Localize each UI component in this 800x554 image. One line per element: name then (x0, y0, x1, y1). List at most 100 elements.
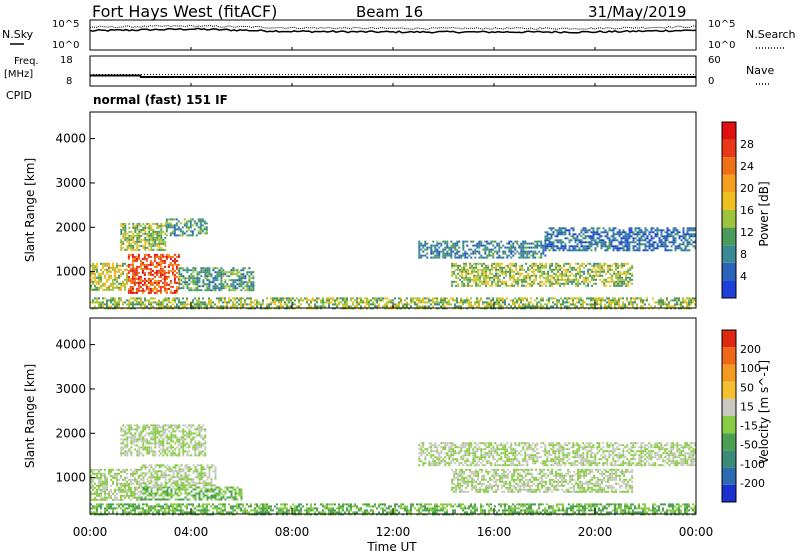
heatmap-cell (214, 498, 217, 501)
heatmap-cell (144, 468, 147, 471)
heatmap-cell (603, 284, 606, 287)
heatmap-cell (682, 249, 685, 252)
heatmap-cell (145, 267, 148, 270)
heatmap-cell (601, 264, 604, 267)
heatmap-cell (120, 482, 122, 485)
heatmap-cell (531, 280, 534, 283)
heatmap-cell (116, 511, 118, 514)
heatmap-cell (131, 261, 134, 264)
heatmap-cell (142, 492, 145, 495)
heatmap-cell (542, 297, 544, 300)
heatmap-cell (495, 274, 498, 277)
heatmap-cell (168, 468, 171, 471)
heatmap-cell (173, 261, 176, 264)
heatmap-cell (444, 301, 446, 304)
heatmap-cell (466, 297, 468, 300)
heatmap-cell (132, 301, 134, 304)
heatmap-cell (487, 274, 490, 277)
heatmap-cell (558, 247, 561, 250)
heatmap-cell (102, 297, 104, 300)
heatmap-cell (270, 303, 272, 306)
heatmap-cell (621, 282, 624, 285)
heatmap-cell (571, 282, 574, 285)
heatmap-cell (560, 227, 563, 230)
heatmap-cell (462, 240, 465, 243)
heatmap-cell (544, 303, 546, 306)
heatmap-cell (511, 262, 514, 265)
heatmap-cell (174, 297, 176, 300)
heatmap-cell (94, 472, 96, 475)
heatmap-cell (208, 470, 211, 473)
heatmap-cell (512, 301, 514, 304)
heatmap-cell (497, 276, 500, 279)
heatmap-cell (176, 492, 179, 495)
heatmap-cell (150, 224, 153, 227)
heatmap-cell (374, 297, 376, 300)
heatmap-cell (487, 264, 490, 267)
heatmap-cell (566, 297, 568, 300)
heatmap-cell (196, 468, 199, 471)
heatmap-cell (180, 474, 183, 477)
heatmap-cell (430, 303, 432, 306)
heatmap-cell (505, 264, 508, 267)
heatmap-cell (218, 269, 221, 272)
heatmap-cell (190, 486, 193, 489)
heatmap-cell (672, 241, 675, 244)
heatmap-cell (542, 252, 545, 255)
heatmap-cell (244, 267, 247, 270)
heatmap-cell (166, 305, 168, 308)
heatmap-cell (114, 274, 116, 277)
heatmap-cell (624, 231, 627, 234)
heatmap-cell (164, 297, 166, 300)
heatmap-cell (618, 247, 621, 250)
heatmap-cell (124, 511, 126, 514)
heatmap-cell (471, 270, 474, 273)
heatmap-cell (134, 230, 137, 233)
heatmap-cell (212, 496, 215, 499)
heatmap-cell (180, 273, 183, 276)
heatmap-cell (218, 492, 221, 495)
heatmap-cell (496, 256, 499, 259)
heatmap-cell (122, 236, 125, 239)
heatmap-cell (539, 264, 542, 267)
heatmap-cell (132, 222, 135, 225)
heatmap-cell (688, 303, 690, 306)
heatmap-cell (118, 503, 120, 506)
heatmap-cell (571, 268, 574, 271)
heatmap-cell (451, 272, 454, 275)
heatmap-cell (459, 278, 462, 281)
heatmap-cell (330, 301, 332, 304)
heatmap-cell (138, 507, 140, 510)
heatmap-cell (621, 278, 624, 281)
heatmap-cell (228, 297, 230, 300)
heatmap-cell (216, 507, 218, 510)
heatmap-cell (173, 291, 176, 294)
heatmap-cell (624, 305, 626, 308)
heatmap-cell (138, 224, 141, 227)
heatmap-cell (206, 498, 209, 501)
heatmap-cell (450, 244, 453, 247)
heatmap-cell (132, 470, 134, 473)
heatmap-cell (138, 484, 140, 487)
heatmap-cell (178, 466, 181, 469)
heatmap-cell (148, 505, 150, 508)
heatmap-cell (561, 282, 564, 285)
heatmap-cell (234, 299, 236, 302)
heatmap-cell (453, 264, 456, 267)
heatmap-cell (128, 496, 130, 499)
heatmap-cell (336, 305, 338, 308)
heatmap-cell (510, 244, 513, 247)
heatmap-cell (634, 301, 636, 304)
heatmap-cell (478, 301, 480, 304)
heatmap-cell (134, 505, 136, 508)
heatmap-cell (200, 488, 203, 491)
heatmap-cell (632, 249, 635, 252)
heatmap-cell (432, 244, 435, 247)
heatmap-cell (200, 301, 202, 304)
heatmap-cell (172, 472, 175, 475)
heatmap-cell (420, 299, 422, 302)
heatmap-cell (94, 492, 96, 495)
heatmap-cell (127, 253, 130, 256)
heatmap-cell (346, 303, 348, 306)
heatmap-cell (256, 509, 258, 512)
